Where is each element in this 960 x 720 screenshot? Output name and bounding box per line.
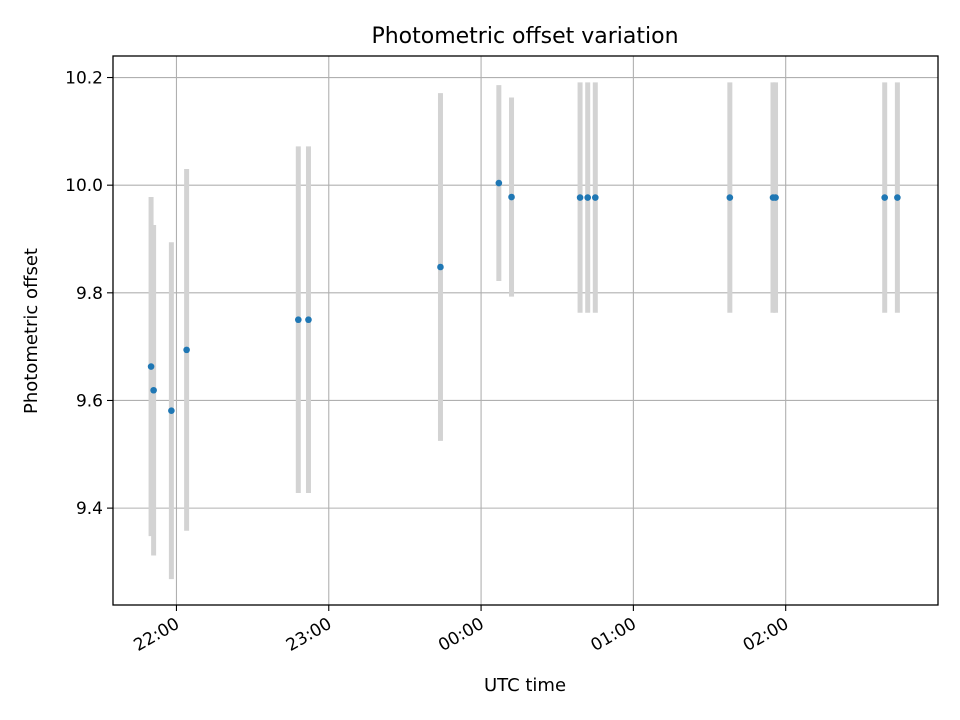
y-axis-label: Photometric offset	[21, 248, 42, 414]
grid-lines	[113, 56, 938, 605]
data-point	[150, 386, 157, 394]
chart-title: Photometric offset variation	[371, 24, 678, 49]
y-tick-label: 9.8	[76, 284, 103, 304]
plot-frame	[112, 55, 939, 606]
data-point	[437, 263, 444, 271]
data-point	[305, 316, 312, 324]
data-points	[147, 179, 901, 414]
data-point	[584, 194, 591, 201]
data-point	[772, 194, 779, 201]
data-point	[147, 363, 155, 370]
data-point	[881, 194, 888, 201]
y-axis-ticks: 9.4 9.6 9.8 10.0 10.2	[65, 69, 113, 519]
data-point	[508, 193, 515, 201]
y-tick-label: 10.2	[65, 69, 103, 89]
x-axis-label: UTC time	[484, 675, 566, 696]
y-tick-label: 9.6	[76, 391, 103, 411]
data-point	[168, 407, 175, 414]
data-point	[576, 194, 584, 201]
y-tick-label: 10.0	[65, 176, 103, 196]
data-point	[592, 194, 599, 201]
plot-area-background	[113, 56, 938, 605]
data-point	[894, 194, 901, 201]
data-point	[295, 316, 302, 324]
data-point	[183, 346, 190, 354]
data-point	[726, 194, 734, 201]
y-tick-label: 9.4	[76, 499, 103, 519]
data-point	[495, 179, 503, 187]
